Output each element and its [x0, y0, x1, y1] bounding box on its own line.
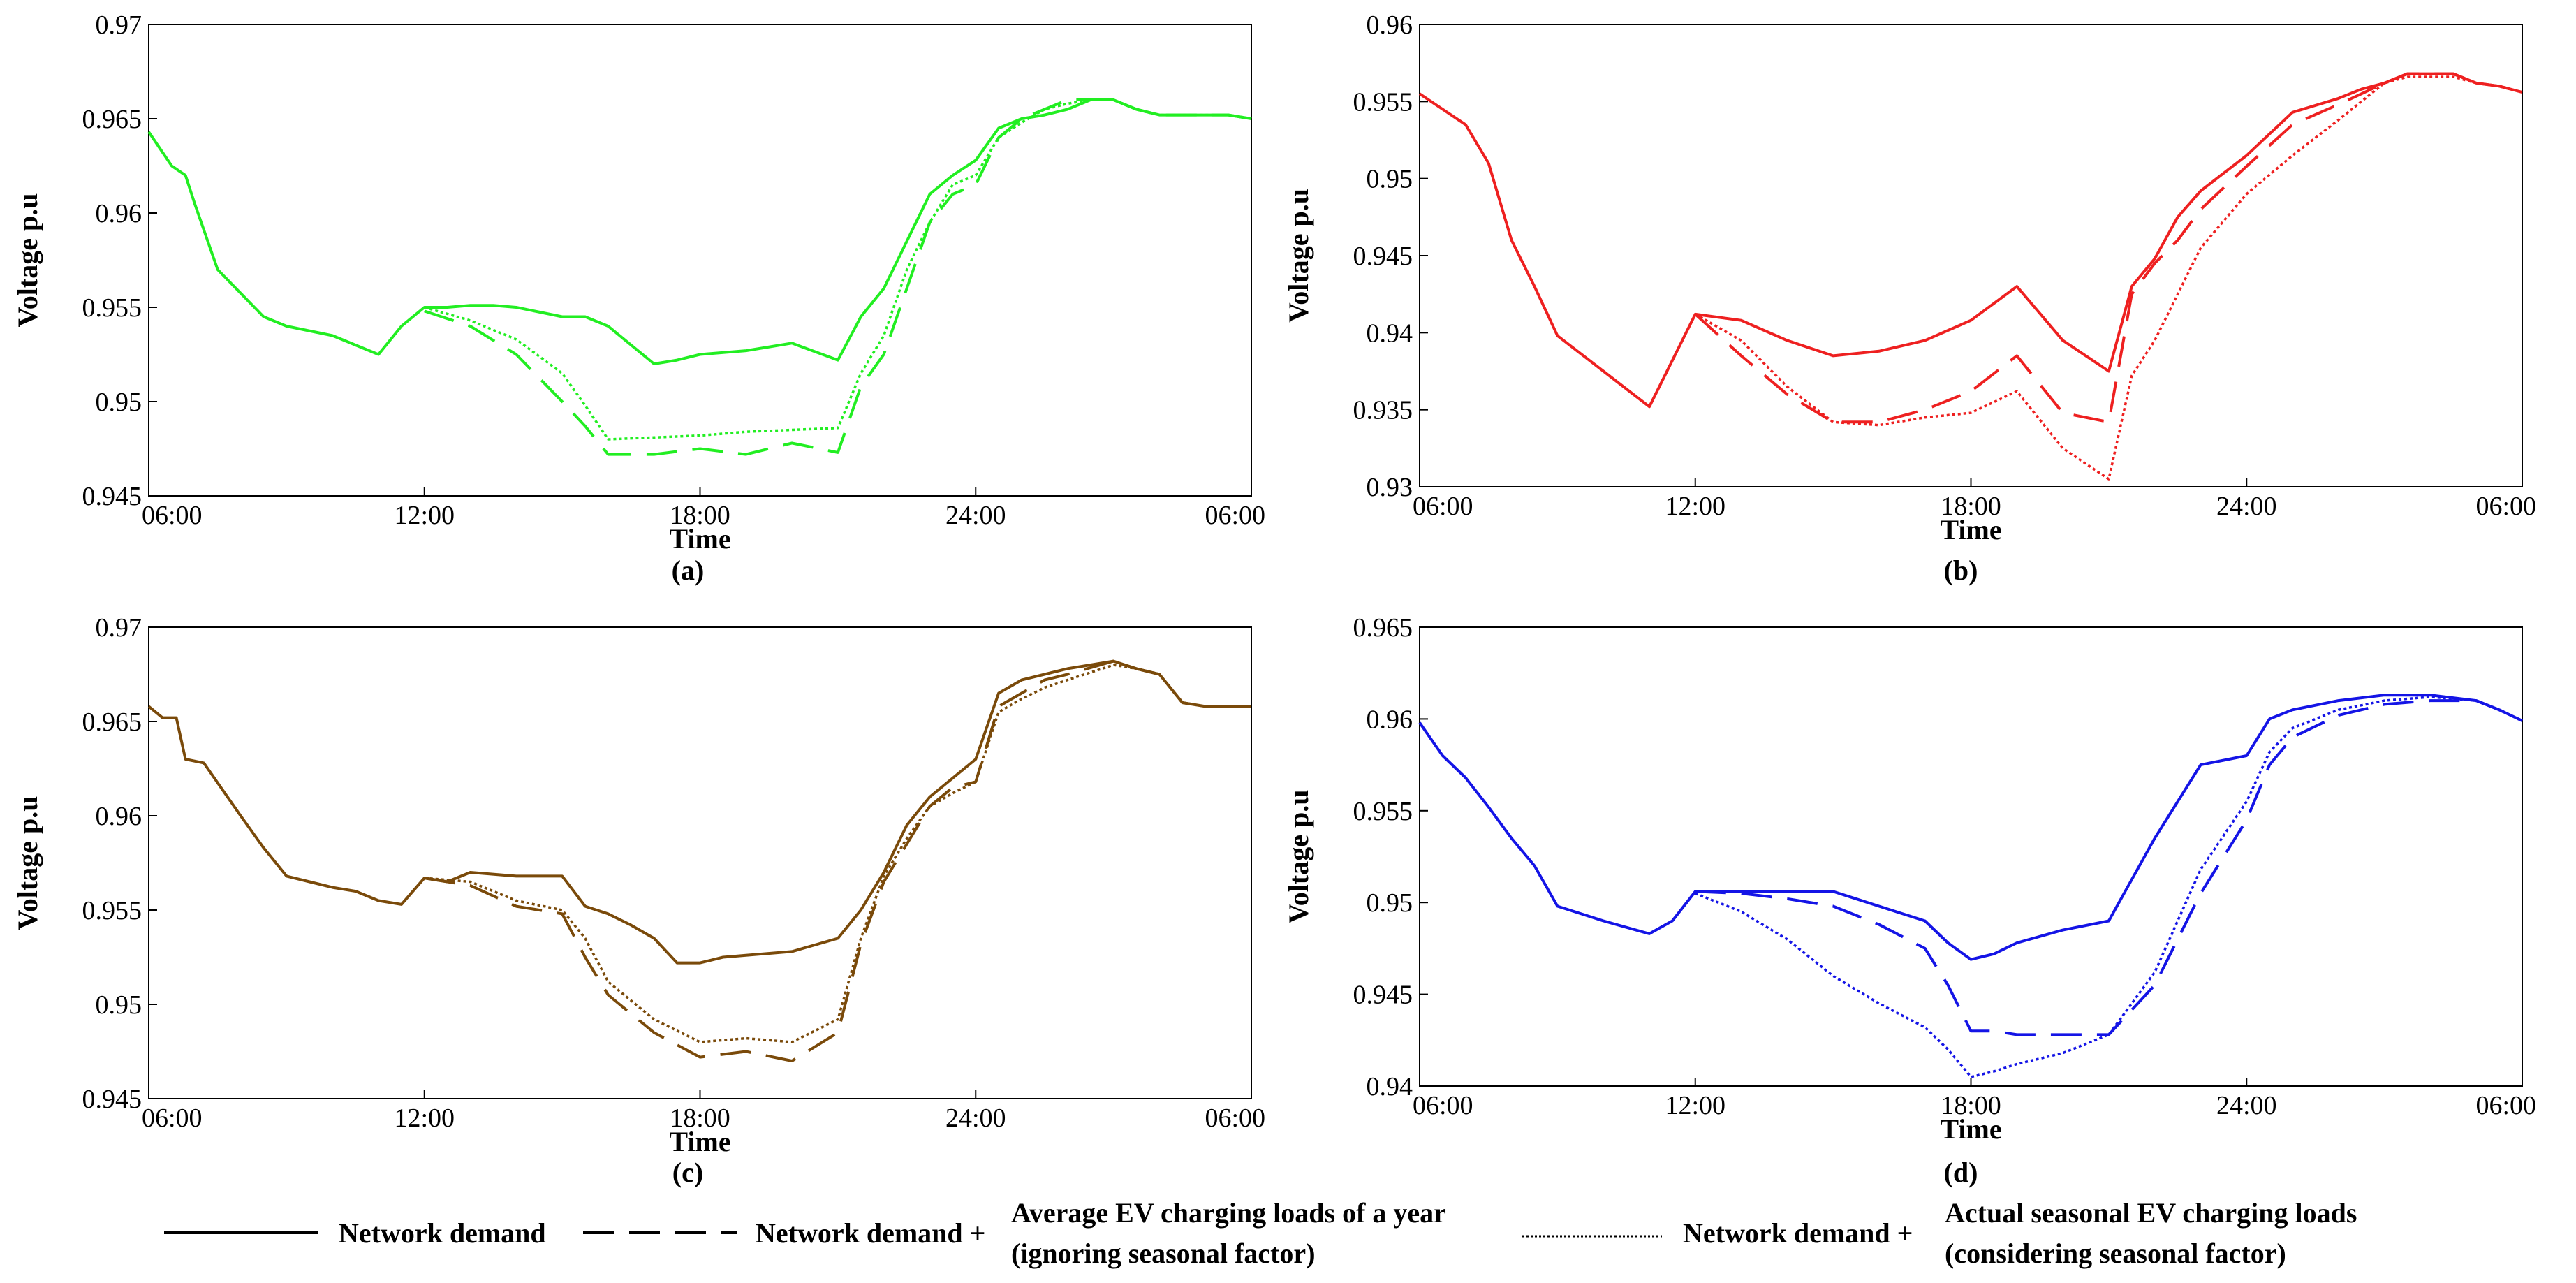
x-tick-label: 06:00 [142, 501, 203, 530]
y-tick-label: 0.97 [96, 10, 142, 40]
y-axis-label: Voltage p.u [12, 193, 43, 328]
y-tick-label: 0.94 [1367, 318, 1413, 348]
plot-area-d: 0.94 0.945 0.95 0.955 0.96 0.965 06:00 12:00 18:… [1283, 613, 2536, 1145]
chart-panel-c: 0.945 0.95 0.955 0.96 0.965 0.97 06:00 12:00 18:… [12, 613, 1265, 1188]
legend-line1-average: Average EV charging loads of a year [1011, 1197, 1446, 1229]
x-tick-label: 06:00 [1205, 1104, 1265, 1133]
series-line-dotted-c [424, 664, 1251, 1043]
x-tick-label: 06:00 [2475, 492, 2536, 521]
legend-line2-actual: (considering seasonal factor) [1945, 1238, 2286, 1269]
x-axis-label: Time [1940, 514, 2001, 545]
series-line-solid-d [1418, 694, 2523, 961]
y-axis-label: Voltage p.u [1283, 790, 1314, 924]
x-tick-label: 06:00 [1413, 492, 1473, 521]
y-tick-label: 0.945 [1353, 981, 1413, 1010]
x-tick-label: 18:00 [670, 501, 730, 530]
legend-prefix-average: Network demand + [756, 1217, 985, 1249]
chart-panel-b: 0.93 0.935 0.94 0.945 0.95 0.955 0.96 06:00 12:0… [1283, 10, 2536, 586]
y-tick-label: 0.955 [1353, 797, 1413, 826]
panel-label-a: (a) [672, 555, 705, 586]
legend-line2-average: (ignoring seasonal factor) [1011, 1238, 1316, 1269]
y-tick-label: 0.965 [1353, 613, 1413, 643]
series-line-dotted-d [1695, 696, 2523, 1078]
x-tick-label: 24:00 [945, 1104, 1006, 1133]
series-line-dashed-b [1694, 72, 2523, 424]
y-tick-label: 0.96 [1367, 705, 1413, 734]
y-tick-label: 0.93 [1367, 473, 1413, 502]
legend-label-network-demand: Network demand [339, 1217, 546, 1249]
panel-label-b: (b) [1944, 555, 1978, 586]
chart-panel-a: 0.945 0.95 0.955 0.96 0.965 0.97 06:00 12:00 18:… [12, 10, 1265, 586]
panel-label-d: (d) [1944, 1157, 1978, 1188]
y-axis-label: Voltage p.u [12, 796, 43, 930]
y-tick-label: 0.96 [1367, 10, 1413, 40]
x-tick-label: 24:00 [2216, 1091, 2277, 1120]
y-tick-label: 0.955 [82, 896, 142, 925]
y-tick-label: 0.935 [1353, 396, 1413, 425]
series-line-dashed-d [1695, 699, 2523, 1036]
y-tick-label: 0.96 [96, 802, 142, 831]
plot-area-c: 0.945 0.95 0.955 0.96 0.965 0.97 06:00 12:00 18:… [12, 613, 1265, 1157]
y-tick-label: 0.94 [1367, 1072, 1413, 1101]
plot-area-b: 0.93 0.935 0.94 0.945 0.95 0.955 0.96 06:00 12:0… [1283, 10, 2536, 545]
y-tick-label: 0.95 [96, 388, 142, 417]
y-tick-label: 0.97 [96, 613, 142, 643]
x-tick-label: 12:00 [394, 1104, 455, 1133]
x-tick-label: 18:00 [1941, 492, 2001, 521]
y-tick-label: 0.96 [96, 199, 142, 228]
y-tick-label: 0.965 [82, 105, 142, 134]
panel-label-c: (c) [672, 1157, 703, 1188]
chart-panel-d: 0.94 0.945 0.95 0.955 0.96 0.965 06:00 12:00 18:… [1283, 613, 2536, 1188]
x-tick-label: 12:00 [394, 501, 455, 530]
x-tick-label: 06:00 [142, 1104, 203, 1133]
x-tick-label: 06:00 [2475, 1091, 2536, 1120]
x-tick-label: 12:00 [1665, 1091, 1725, 1120]
y-tick-label: 0.95 [1367, 165, 1413, 194]
y-tick-label: 0.965 [82, 708, 142, 737]
y-tick-label: 0.95 [96, 990, 142, 1020]
y-axis-label: Voltage p.u [1283, 189, 1314, 323]
legend-line1-actual: Actual seasonal EV charging loads [1945, 1197, 2357, 1229]
y-tick-label: 0.945 [1353, 242, 1413, 271]
x-axis-label: Time [1940, 1113, 2001, 1145]
x-tick-label: 06:00 [1413, 1091, 1473, 1120]
plot-area-a: 0.945 0.95 0.955 0.96 0.965 0.97 06:00 12:00 18:… [12, 10, 1265, 555]
x-tick-label: 18:00 [670, 1104, 730, 1133]
y-tick-label: 0.945 [82, 1085, 142, 1114]
y-tick-label: 0.95 [1367, 888, 1413, 918]
x-tick-label: 18:00 [1941, 1091, 2001, 1120]
legend-prefix-actual: Network demand + [1683, 1217, 1913, 1249]
x-axis-label: Time [669, 1126, 730, 1157]
series-line-dashed-a [424, 98, 1252, 456]
y-tick-label: 0.955 [82, 293, 142, 323]
x-tick-label: 12:00 [1665, 492, 1725, 521]
x-tick-label: 24:00 [2216, 492, 2277, 521]
series-line-solid-c [147, 659, 1251, 965]
series-line-dotted-b [1694, 75, 2523, 481]
y-tick-label: 0.955 [1353, 87, 1413, 117]
legend: Network demand Network demand + Average … [164, 1197, 2357, 1269]
y-tick-label: 0.945 [82, 482, 142, 511]
x-axis-label: Time [669, 523, 730, 555]
x-tick-label: 06:00 [1205, 501, 1265, 530]
x-tick-label: 24:00 [945, 501, 1006, 530]
